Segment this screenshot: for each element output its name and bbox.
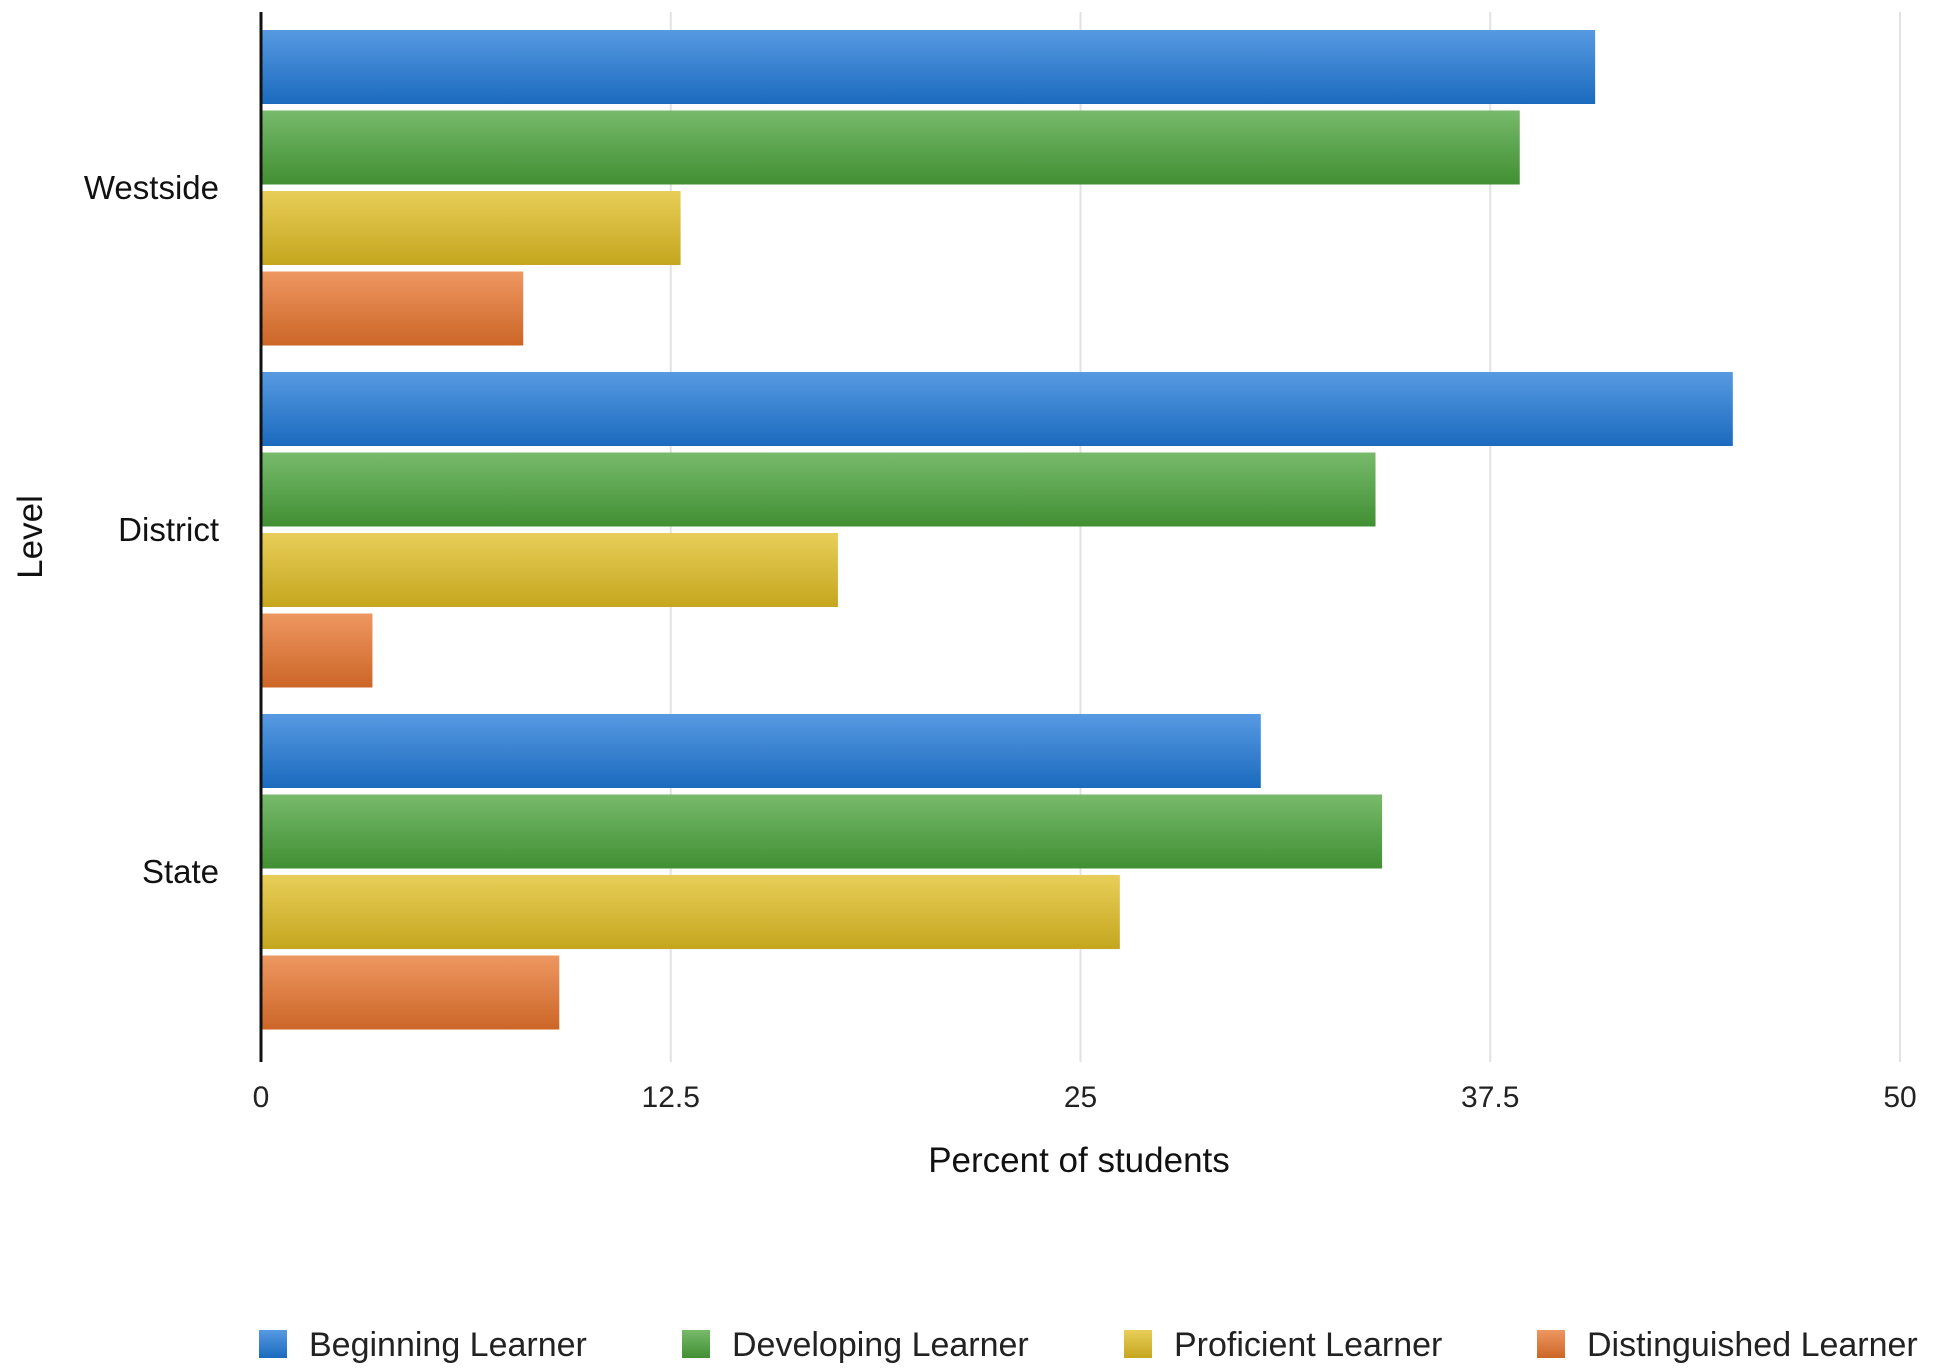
y-axis-title: Level xyxy=(11,495,50,579)
x-tick-labels: 0 12.5 25 37.5 50 xyxy=(253,1081,1917,1114)
legend-swatch xyxy=(1537,1330,1565,1358)
legend-swatch xyxy=(1124,1330,1152,1358)
x-tick-label: 25 xyxy=(1064,1081,1097,1114)
bars xyxy=(262,30,1733,1030)
bar-distinguished-learner xyxy=(262,613,373,688)
bar-developing-learner xyxy=(262,794,1383,869)
bar-proficient-learner xyxy=(262,191,681,265)
category-label: District xyxy=(118,511,219,548)
legend-item: Proficient Learner xyxy=(1124,1326,1442,1364)
bar-beginning-learner xyxy=(262,30,1596,104)
bar-developing-learner xyxy=(262,452,1376,527)
category-label: State xyxy=(142,853,219,890)
bar-beginning-learner xyxy=(262,372,1733,446)
legend-label: Beginning Learner xyxy=(309,1326,587,1364)
x-axis-title: Percent of students xyxy=(928,1141,1230,1180)
bar-developing-learner xyxy=(262,110,1520,185)
x-tick-label: 50 xyxy=(1883,1081,1916,1114)
legend-item: Beginning Learner xyxy=(259,1326,587,1364)
x-tick-label: 0 xyxy=(253,1081,270,1114)
legend-item: Distinguished Learner xyxy=(1537,1326,1918,1364)
bar-beginning-learner xyxy=(262,714,1261,788)
category-label: Westside xyxy=(84,169,219,206)
bar-proficient-learner xyxy=(262,875,1120,949)
bar-proficient-learner xyxy=(262,533,838,607)
category-labels: Westside District State xyxy=(84,169,219,890)
legend-label: Developing Learner xyxy=(732,1326,1029,1364)
legend-label: Distinguished Learner xyxy=(1587,1326,1918,1364)
bar-distinguished-learner xyxy=(262,271,524,346)
legend: Beginning Learner Developing Learner Profi… xyxy=(259,1326,1918,1364)
x-tick-label: 12.5 xyxy=(642,1081,700,1114)
legend-swatch xyxy=(259,1330,287,1358)
legend-item: Developing Learner xyxy=(682,1326,1029,1364)
x-tick-label: 37.5 xyxy=(1461,1081,1519,1114)
bar-distinguished-learner xyxy=(262,955,560,1030)
legend-swatch xyxy=(682,1330,710,1358)
legend-label: Proficient Learner xyxy=(1174,1326,1442,1364)
